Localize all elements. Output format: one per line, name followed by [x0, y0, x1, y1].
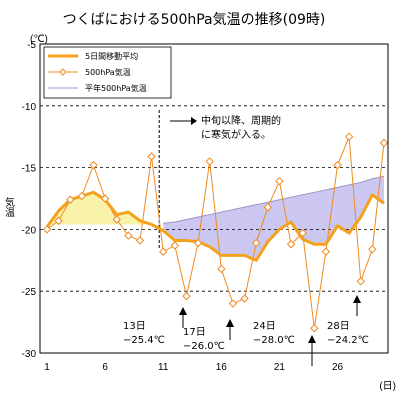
- temp-marker: [42, 225, 52, 234]
- annotation: 中旬以降、周期的 に寒気が入る。: [170, 114, 281, 141]
- temp-marker: [170, 241, 180, 250]
- callout-24: 24日 −28.0℃: [253, 321, 316, 366]
- temp-marker: [344, 132, 354, 141]
- y-tick-labels: -5 -10 -15 -20 -25 -30: [22, 40, 37, 360]
- y-unit-label: (℃): [30, 34, 48, 45]
- temp-marker: [368, 244, 377, 254]
- temp-marker: [112, 215, 121, 224]
- temp-marker: [77, 191, 87, 201]
- temp-marker: [182, 291, 191, 301]
- callout-arrowhead-17: [226, 319, 234, 327]
- x-tick-label: 21: [274, 362, 286, 373]
- x-tick-label: 26: [332, 362, 344, 373]
- x-tick-label: 6: [102, 362, 108, 373]
- x-tick-labels: 1 6 11 16 21 26: [44, 362, 343, 373]
- gridlines: [40, 105, 388, 292]
- temp-marker: [66, 195, 75, 204]
- callout-day-28: 28日: [327, 321, 350, 332]
- plot-frame: [39, 43, 389, 354]
- callout-arrowhead-28: [353, 295, 361, 303]
- callout-17: 17日 −26.0℃: [183, 319, 234, 352]
- temp-marker: [275, 176, 284, 186]
- annotation-arrowhead: [191, 117, 197, 125]
- temp-marker: [321, 247, 331, 256]
- callout-arrowhead-24: [308, 335, 316, 343]
- x-tick-label: 16: [216, 362, 228, 373]
- y-tick-label: -25: [22, 287, 37, 298]
- y-tick-label: -30: [22, 349, 37, 360]
- y-tick-label: -5: [27, 40, 36, 51]
- legend: 5日間移動平均 500hPa気温 平年500hPa気温: [43, 46, 172, 99]
- annotation-line-2: に寒気が入る。: [201, 128, 271, 141]
- temp-marker: [124, 231, 133, 240]
- temp-marker: [298, 228, 307, 238]
- temp-marker: [205, 157, 214, 166]
- temp-marker: [251, 238, 261, 248]
- temp-marker: [379, 138, 389, 148]
- legend-label-normal: 平年500hPa気温: [85, 83, 147, 93]
- daily-temp-line: [46, 136, 385, 329]
- temp-marker: [240, 294, 249, 303]
- callout-day-13: 13日: [123, 321, 146, 332]
- callout-13: 13日 −25.4℃: [123, 307, 187, 346]
- y-axis-label: 気温: [3, 196, 15, 217]
- annotation-line-1: 中旬以降、周期的: [201, 114, 281, 127]
- normal-line: [163, 175, 385, 224]
- x-unit-label: (日): [379, 381, 396, 392]
- y-tick-label: -20: [22, 225, 37, 236]
- temperature-markers: [42, 132, 389, 333]
- legend-label-temp: 500hPa気温: [85, 67, 131, 77]
- y-tick-label: -15: [22, 164, 37, 175]
- cold-fill-area: [163, 176, 384, 261]
- temp-marker: [263, 202, 273, 212]
- chart-title: つくばにおける500hPa気温の推移(09時): [63, 12, 326, 28]
- callout-28: 28日 −24.2℃: [327, 295, 369, 346]
- callout-temp-17: −26.0℃: [183, 341, 225, 352]
- temp-marker: [54, 216, 63, 225]
- temp-marker: [158, 247, 168, 256]
- temp-marker: [310, 324, 319, 333]
- temp-marker: [217, 264, 226, 274]
- temp-marker: [356, 277, 365, 286]
- legend-marker-temp: [59, 68, 67, 76]
- callout-day-17: 17日: [183, 327, 206, 338]
- temp-marker: [89, 160, 98, 170]
- temp-marker: [147, 152, 156, 161]
- temp-marker: [193, 238, 203, 248]
- x-tick-label: 11: [158, 362, 169, 373]
- temp-marker: [228, 299, 238, 308]
- temp-marker: [100, 194, 110, 203]
- callout-arrowhead-13: [179, 307, 187, 315]
- legend-label-ma: 5日間移動平均: [85, 51, 138, 61]
- temp-marker: [333, 160, 342, 170]
- callouts: 13日 −25.4℃ 17日 −26.0℃ 24日 −28.0℃ 28日 −24…: [123, 295, 369, 366]
- callout-temp-13: −25.4℃: [123, 335, 165, 346]
- callout-temp-28: −24.2℃: [327, 335, 369, 346]
- x-tick-label: 1: [44, 362, 50, 373]
- temp-marker: [286, 240, 296, 249]
- callout-temp-24: −28.0℃: [253, 335, 295, 346]
- y-tick-label: -10: [22, 102, 37, 113]
- temp-marker: [135, 236, 145, 245]
- callout-day-24: 24日: [253, 321, 276, 332]
